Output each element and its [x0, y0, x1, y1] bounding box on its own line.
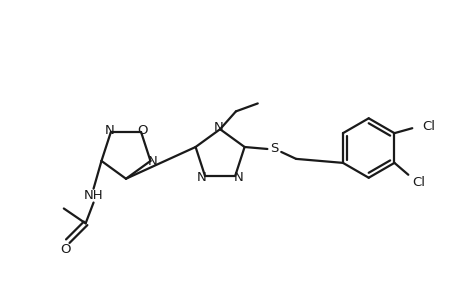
Text: S: S — [269, 142, 278, 155]
Text: N: N — [147, 155, 157, 168]
Text: O: O — [61, 243, 71, 256]
Text: N: N — [233, 171, 242, 184]
Text: Cl: Cl — [411, 176, 425, 189]
Text: Cl: Cl — [421, 120, 434, 133]
Text: NH: NH — [84, 189, 103, 202]
Text: N: N — [214, 121, 224, 134]
Text: N: N — [105, 124, 114, 137]
Text: O: O — [137, 124, 147, 137]
Text: N: N — [196, 171, 207, 184]
